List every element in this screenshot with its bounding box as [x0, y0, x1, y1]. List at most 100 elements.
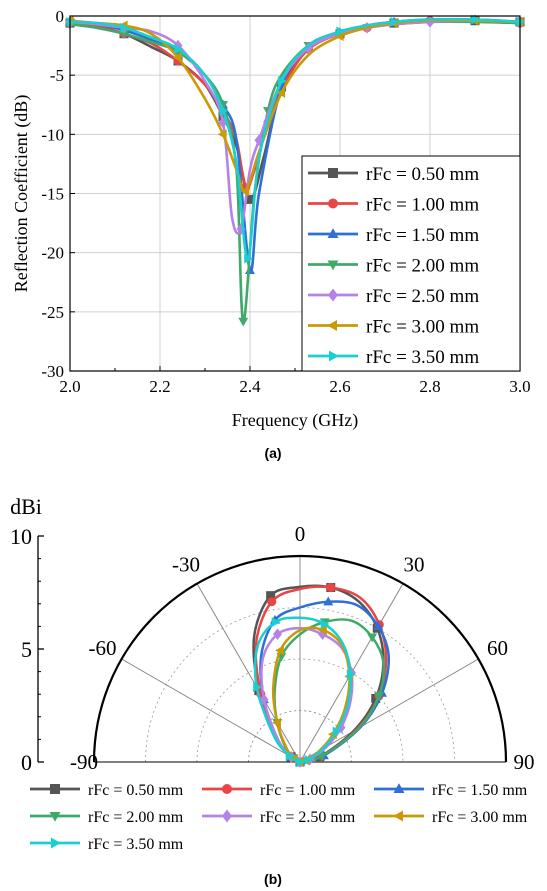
reflection-coefficient-chart: 2.0 2.2 2.4 2.6 2.8 3.0 0 -5 -10 -15 -20 -25 -30 Freq…	[11, 7, 531, 431]
legend-marker	[329, 350, 339, 362]
legend-label: rFc = 0.50 mm	[88, 782, 184, 799]
legend-label: rFc = 1.00 mm	[366, 195, 479, 216]
data-point	[323, 596, 334, 606]
y-tick-label: -10	[41, 125, 64, 144]
y-tick-label: -15	[41, 185, 64, 204]
legend-marker	[327, 228, 339, 238]
legend-marker	[49, 812, 61, 822]
data-point	[174, 44, 184, 55]
data-point	[326, 583, 336, 593]
data-point	[336, 26, 346, 37]
data-point	[320, 619, 330, 629]
angle-tick-label: -30	[172, 553, 200, 577]
data-point	[253, 682, 262, 693]
x-tick-label: 2.0	[59, 377, 80, 396]
data-point	[367, 633, 378, 643]
y-tick-label: -30	[41, 362, 64, 381]
data-point	[285, 750, 295, 761]
x-tick-label: 2.6	[329, 377, 350, 396]
legend-marker	[328, 288, 338, 302]
y-tick-label: 0	[56, 7, 65, 26]
angle-tick-label: -60	[89, 636, 117, 660]
legend-label: rFc = 2.50 mm	[260, 809, 356, 826]
data-point	[266, 591, 276, 601]
data-point	[332, 726, 342, 737]
x-tick-label: 2.2	[149, 377, 170, 396]
legend-label: rFc = 3.00 mm	[432, 809, 528, 826]
data-point	[272, 717, 281, 728]
data-point	[238, 317, 249, 327]
data-point	[119, 30, 129, 39]
legend-marker	[393, 783, 405, 793]
angle-tick-label: 30	[404, 553, 425, 577]
data-point	[346, 669, 356, 680]
data-point	[373, 621, 384, 631]
y-axis-label: Reflection Coefficient (dB)	[11, 95, 32, 293]
data-point	[318, 625, 327, 636]
legend-label: rFc = 2.50 mm	[366, 286, 479, 307]
legend-marker	[222, 809, 232, 823]
x-tick-label: 2.4	[239, 377, 261, 396]
data-point	[267, 597, 277, 607]
legend-marker	[51, 837, 61, 849]
data-point	[217, 129, 227, 140]
data-point	[173, 39, 183, 52]
legend-marker	[327, 260, 339, 271]
data-point	[275, 645, 284, 656]
legend-marker	[50, 784, 60, 794]
y-tick-label: -25	[41, 303, 64, 322]
legend-label: rFc = 1.50 mm	[366, 225, 479, 246]
data-point	[390, 16, 400, 27]
data-point	[316, 752, 327, 762]
series-6	[253, 616, 356, 767]
r-tick-label: 10	[10, 524, 32, 549]
angle-tick-label: 90	[514, 750, 535, 774]
angle-tick-label: 60	[487, 636, 508, 660]
data-point	[244, 253, 253, 264]
data-point	[219, 105, 229, 116]
y-tick-label: -5	[50, 66, 64, 85]
x-tick-label: 3.0	[509, 377, 530, 396]
x-axis-label: Frequency (GHz)	[232, 410, 358, 431]
caption-a: (a)	[264, 445, 281, 461]
data-point	[373, 692, 384, 701]
legend-label: rFc = 2.00 mm	[88, 809, 184, 826]
legend: rFc = 0.50 mm rFc = 1.00 mm rFc = 1.50 mm r…	[301, 155, 521, 372]
legend-label: rFc = 3.50 mm	[88, 836, 184, 853]
angle-spoke	[121, 658, 301, 763]
legend-label: rFc = 1.00 mm	[260, 782, 356, 799]
x-tick-label: 2.8	[419, 377, 440, 396]
r-unit-label: dBi	[10, 494, 42, 519]
data-point	[471, 14, 481, 25]
legend: rFc = 0.50 mm rFc = 1.00 mm rFc = 1.50 mm r…	[30, 782, 528, 853]
legend-marker	[327, 320, 337, 331]
legend-marker	[328, 168, 338, 178]
caption-b: (b)	[264, 871, 282, 887]
data-point	[296, 757, 306, 767]
data-point	[304, 42, 313, 54]
legend-label: rFc = 3.00 mm	[366, 317, 479, 338]
data-point	[277, 76, 287, 87]
legend-label: rFc = 3.50 mm	[366, 347, 479, 368]
data-point	[271, 617, 281, 627]
data-point	[172, 52, 182, 63]
legend-label: rFc = 1.50 mm	[432, 782, 528, 799]
angle-tick-label: -90	[70, 750, 98, 774]
legend-marker	[393, 810, 403, 822]
data-point	[240, 186, 250, 197]
series-6	[66, 14, 526, 264]
legend-label: rFc = 0.50 mm	[366, 164, 479, 185]
data-point	[276, 87, 286, 98]
r-tick-label: 0	[21, 750, 32, 775]
y-tick-label: -20	[41, 244, 64, 263]
data-point	[66, 16, 76, 27]
data-point	[120, 22, 130, 33]
legend-marker	[222, 784, 232, 794]
legend-label: rFc = 2.00 mm	[366, 256, 479, 277]
data-point	[245, 194, 255, 204]
data-point	[304, 754, 314, 765]
outer-arc	[92, 554, 508, 763]
angle-spoke	[196, 583, 301, 763]
